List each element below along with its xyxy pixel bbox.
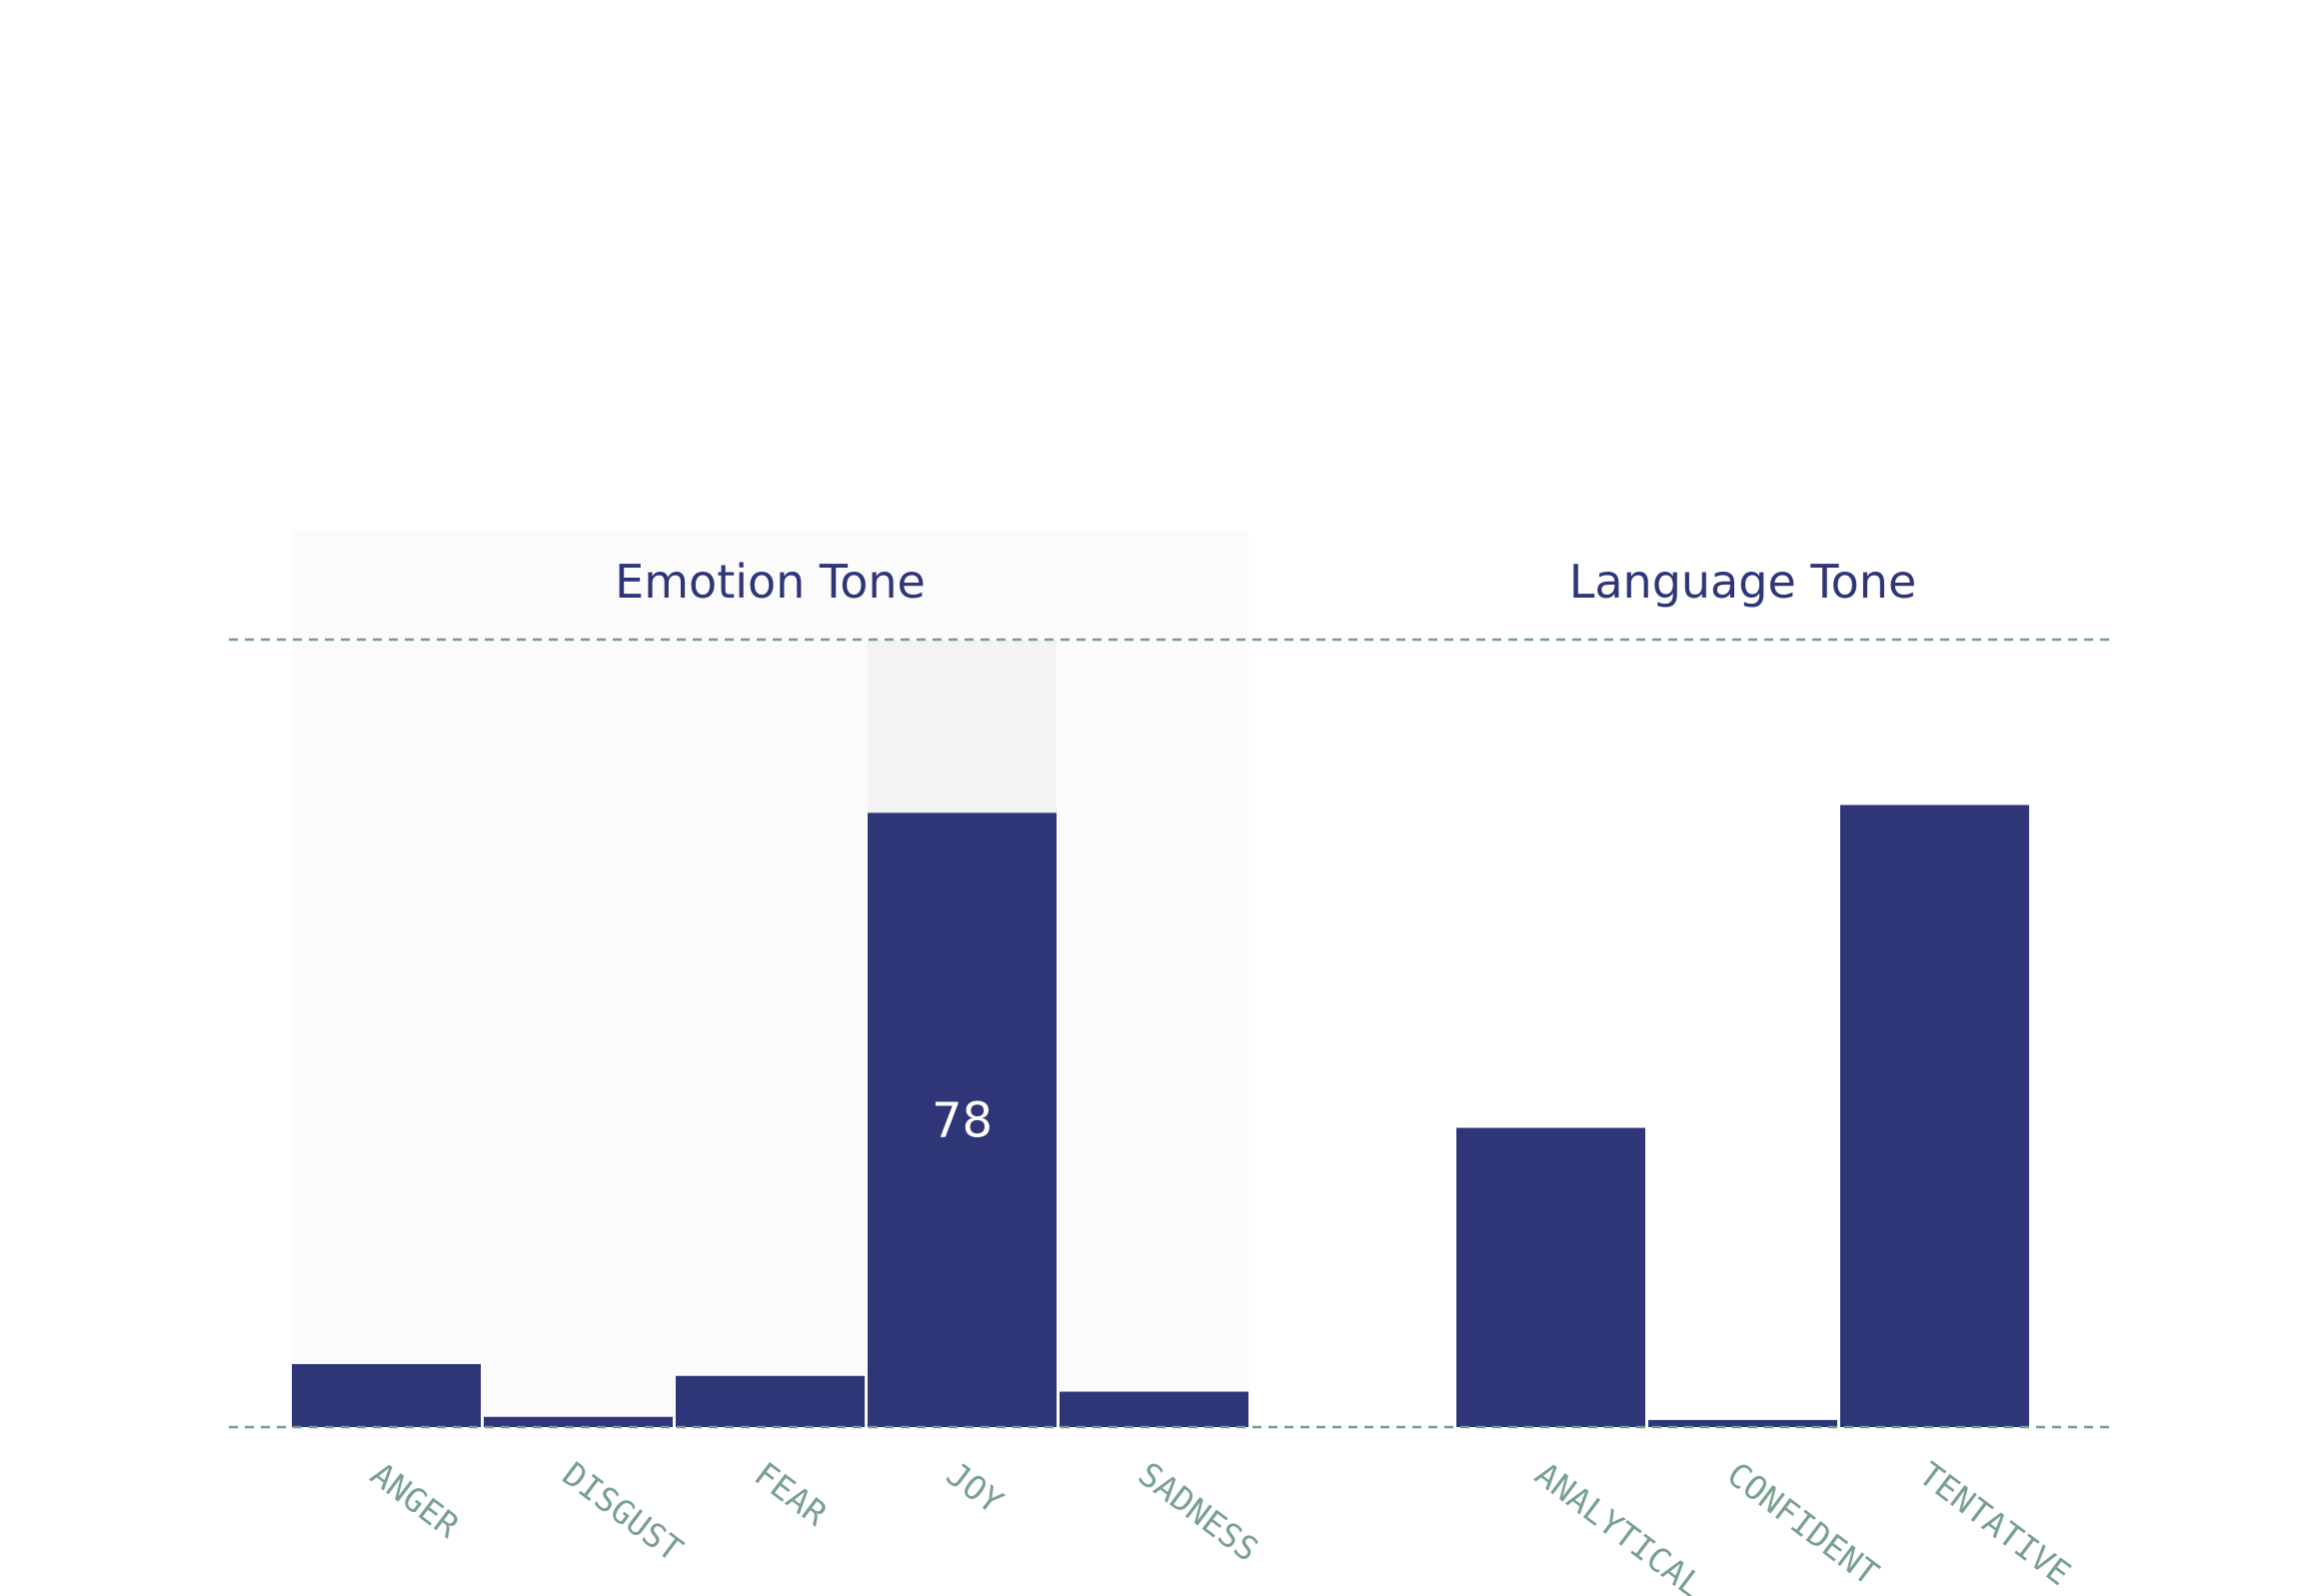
bar-confident[interactable] bbox=[1648, 1419, 1837, 1427]
bar-sadness[interactable] bbox=[1060, 1391, 1248, 1427]
bar-anger[interactable] bbox=[292, 1363, 481, 1427]
tick-label-analytical: ANALYTICAL bbox=[1528, 1454, 1710, 1596]
bars-layer bbox=[292, 804, 2029, 1427]
bar-fear[interactable] bbox=[676, 1375, 865, 1427]
bar-joy[interactable] bbox=[868, 812, 1057, 1427]
tick-label-tentative: TENTATIVE bbox=[1912, 1454, 2078, 1593]
bar-disgust[interactable] bbox=[484, 1416, 673, 1427]
tick-label-confident: CONFIDENT bbox=[1720, 1454, 1886, 1593]
tick-label-anger: ANGER bbox=[364, 1454, 467, 1545]
bar-analytical[interactable] bbox=[1456, 1127, 1645, 1427]
emotion-tone-highlight-panel bbox=[292, 531, 1248, 1427]
emotion-tone-title: Emotion Tone bbox=[615, 555, 926, 609]
value-label-joy: 78 bbox=[932, 1093, 993, 1149]
panels-layer bbox=[292, 531, 1248, 1427]
tick-label-disgust: DISGUST bbox=[556, 1454, 691, 1569]
tick-label-joy: JOY bbox=[940, 1454, 1011, 1521]
language-tone-title: Language Tone bbox=[1569, 555, 1917, 609]
tick-label-fear: FEAR bbox=[748, 1454, 835, 1533]
bar-tentative[interactable] bbox=[1840, 804, 2029, 1427]
tick-label-sadness: SADNESS bbox=[1132, 1454, 1266, 1569]
